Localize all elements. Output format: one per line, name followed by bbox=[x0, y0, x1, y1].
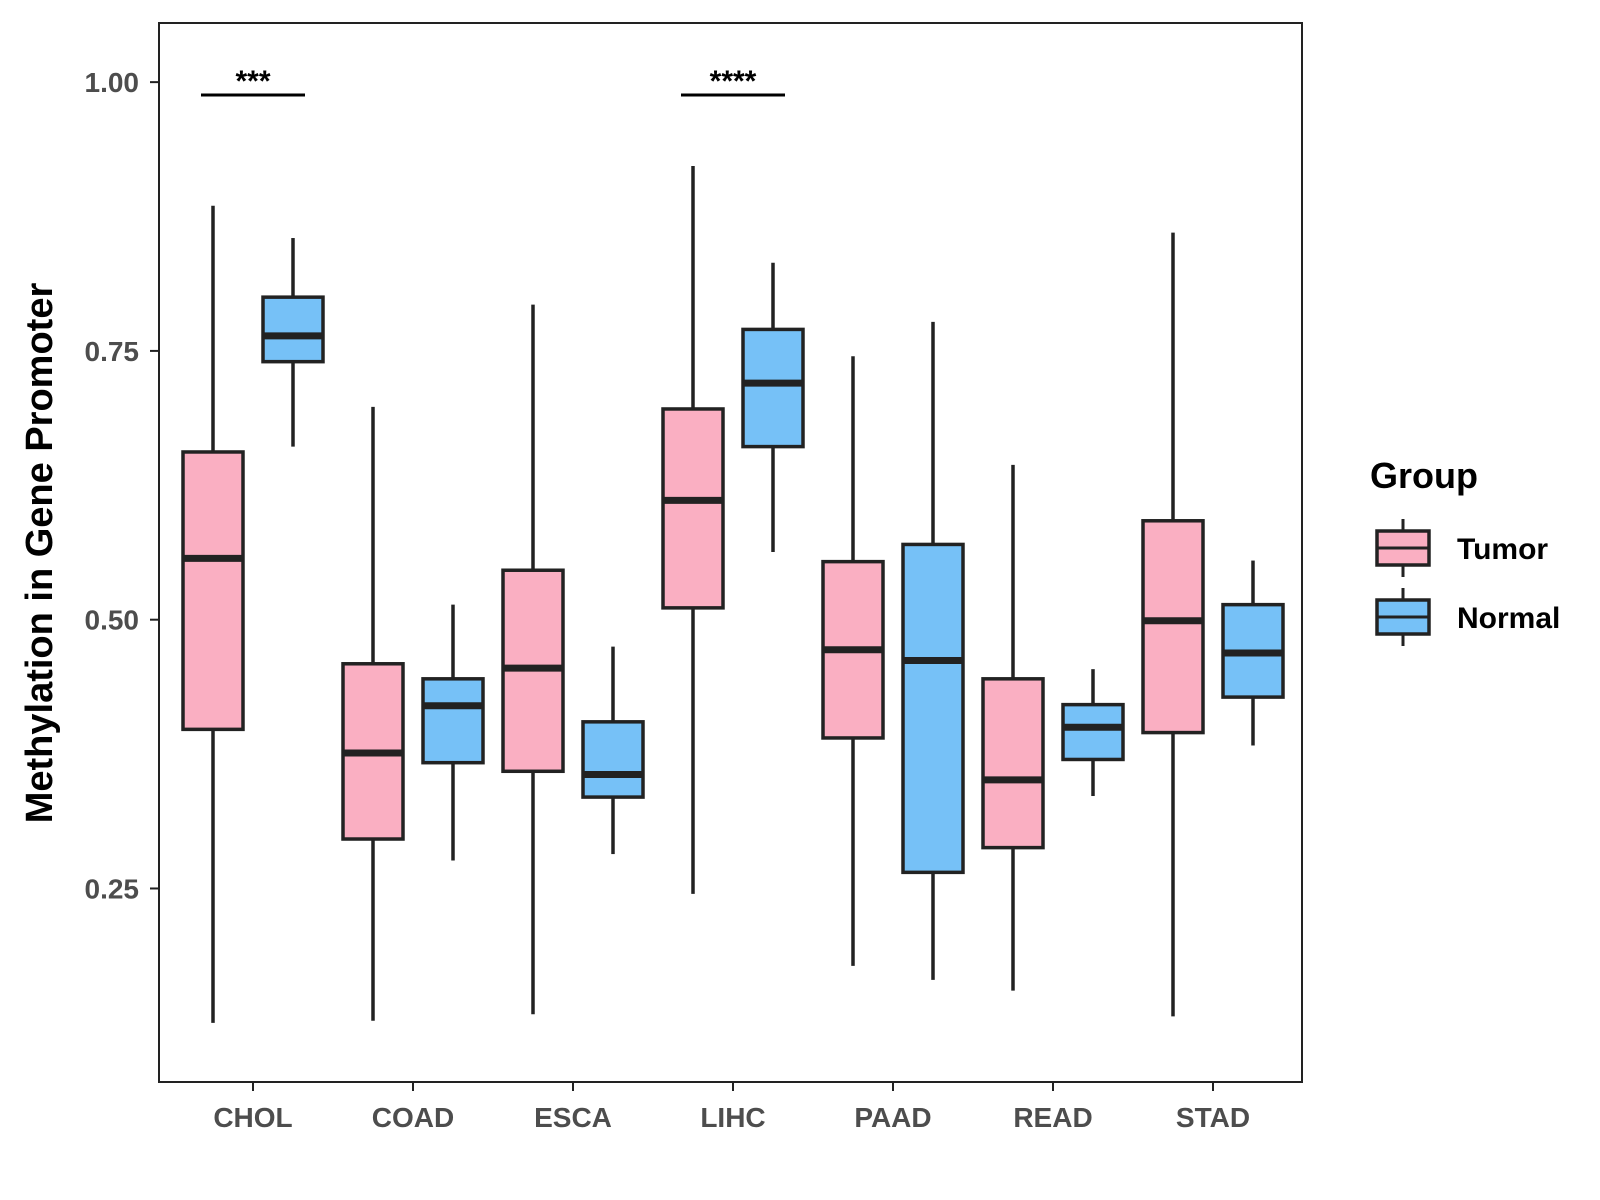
box-normal-esca bbox=[581, 646, 645, 855]
y-tick-label: 0.25 bbox=[85, 873, 140, 904]
box-iqr bbox=[1061, 702, 1125, 762]
box-iqr bbox=[181, 450, 245, 732]
box-tumor-coad bbox=[341, 406, 405, 1021]
x-tick-label: STAD bbox=[1176, 1102, 1250, 1133]
y-tick-label: 0.75 bbox=[85, 336, 140, 367]
box-normal-read bbox=[1061, 669, 1125, 797]
y-axis-title: Methylation in Gene Promoter bbox=[19, 283, 61, 824]
y-tick-label: 1.00 bbox=[85, 67, 140, 98]
box-normal-stad bbox=[1221, 560, 1285, 746]
box-normal-chol bbox=[261, 238, 325, 447]
x-tick-label: LIHC bbox=[700, 1102, 765, 1133]
significance-annotations: *** **** bbox=[201, 65, 785, 98]
box-series bbox=[181, 165, 1285, 1023]
x-tick-label: CHOL bbox=[213, 1102, 292, 1133]
box-iqr bbox=[981, 677, 1045, 850]
x-tick-label: COAD bbox=[372, 1102, 454, 1133]
y-tick-label: 0.50 bbox=[85, 605, 140, 636]
box-tumor-read bbox=[981, 464, 1045, 991]
box-iqr bbox=[261, 295, 325, 364]
x-tick-label: READ bbox=[1013, 1102, 1092, 1133]
legend-item-tumor: Tumor bbox=[1375, 519, 1548, 577]
box-tumor-chol bbox=[181, 205, 245, 1023]
box-iqr bbox=[1141, 519, 1205, 735]
box-iqr bbox=[661, 407, 725, 610]
box-tumor-paad bbox=[821, 356, 885, 966]
box-normal-paad bbox=[901, 321, 965, 980]
x-axis: CHOL COAD ESCA LIHC PAAD READ STAD bbox=[213, 1082, 1250, 1133]
legend-label: Tumor bbox=[1457, 533, 1548, 566]
legend-label: Normal bbox=[1457, 602, 1560, 635]
box-normal-lihc bbox=[741, 262, 805, 552]
legend-title: Group bbox=[1370, 455, 1478, 496]
plot-panel-border bbox=[158, 22, 1303, 1083]
legend-item-normal: Normal bbox=[1375, 588, 1560, 646]
box-iqr bbox=[581, 720, 645, 799]
significance-label: *** bbox=[235, 65, 270, 98]
x-tick-label: PAAD bbox=[854, 1102, 931, 1133]
box-iqr bbox=[741, 327, 805, 449]
box-iqr bbox=[901, 542, 965, 875]
significance-label: **** bbox=[710, 65, 757, 98]
y-axis: 0.25 0.50 0.75 1.00 bbox=[85, 67, 159, 904]
box-normal-coad bbox=[421, 604, 485, 861]
box-iqr bbox=[421, 677, 485, 765]
plot-background bbox=[159, 23, 1302, 1082]
legend: Group Tumor Normal bbox=[1370, 455, 1560, 646]
x-tick-label: ESCA bbox=[534, 1102, 612, 1133]
box-tumor-esca bbox=[501, 304, 565, 1015]
box-tumor-lihc bbox=[661, 165, 725, 894]
box-tumor-stad bbox=[1141, 232, 1205, 1017]
